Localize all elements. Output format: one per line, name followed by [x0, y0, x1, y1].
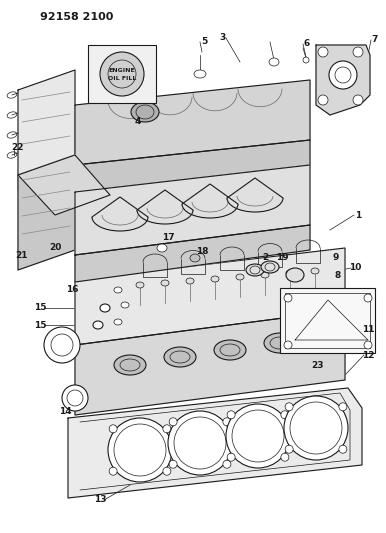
Ellipse shape	[186, 278, 194, 284]
Circle shape	[285, 445, 293, 453]
Ellipse shape	[100, 304, 110, 312]
Polygon shape	[18, 70, 75, 190]
Circle shape	[353, 95, 363, 105]
Text: 13: 13	[94, 496, 106, 505]
Text: 5: 5	[201, 37, 207, 46]
Text: 14: 14	[59, 408, 71, 416]
Text: 18: 18	[196, 247, 208, 256]
Text: 23: 23	[312, 360, 324, 369]
Bar	[285, 293, 370, 348]
Circle shape	[281, 453, 289, 461]
Polygon shape	[75, 165, 310, 255]
Ellipse shape	[114, 319, 122, 325]
Circle shape	[44, 327, 80, 363]
Polygon shape	[75, 80, 310, 165]
Ellipse shape	[286, 268, 304, 282]
Text: OIL FILL: OIL FILL	[108, 76, 136, 80]
Text: 92158 2100: 92158 2100	[40, 12, 113, 22]
Ellipse shape	[214, 340, 246, 360]
Circle shape	[109, 467, 117, 475]
Polygon shape	[75, 310, 345, 415]
Text: 6: 6	[304, 39, 310, 49]
Circle shape	[108, 418, 172, 482]
Polygon shape	[75, 225, 310, 282]
Ellipse shape	[311, 268, 319, 274]
Text: 8: 8	[335, 271, 341, 279]
Circle shape	[163, 467, 171, 475]
Text: 20: 20	[49, 244, 61, 253]
Ellipse shape	[114, 287, 122, 293]
Text: 16: 16	[66, 286, 78, 295]
Ellipse shape	[236, 274, 244, 280]
Ellipse shape	[114, 355, 146, 375]
Circle shape	[223, 460, 231, 468]
Ellipse shape	[93, 321, 103, 329]
Ellipse shape	[121, 302, 129, 308]
Ellipse shape	[264, 333, 296, 353]
Circle shape	[163, 425, 171, 433]
Text: 19: 19	[276, 254, 288, 262]
Polygon shape	[75, 140, 310, 192]
Ellipse shape	[131, 102, 159, 122]
Circle shape	[364, 341, 372, 349]
Ellipse shape	[194, 70, 206, 78]
Circle shape	[227, 411, 235, 419]
Text: 7: 7	[372, 36, 378, 44]
Circle shape	[109, 425, 117, 433]
Circle shape	[100, 52, 144, 96]
Ellipse shape	[286, 270, 294, 276]
Text: 9: 9	[333, 254, 339, 262]
Circle shape	[168, 411, 232, 475]
Text: 12: 12	[362, 351, 374, 359]
Text: 1: 1	[355, 211, 361, 220]
Circle shape	[284, 396, 348, 460]
Circle shape	[284, 294, 292, 302]
Text: 21: 21	[16, 251, 28, 260]
Ellipse shape	[211, 276, 219, 282]
Ellipse shape	[161, 280, 169, 286]
Text: 15: 15	[34, 320, 46, 329]
Text: 22: 22	[12, 143, 24, 152]
Circle shape	[329, 61, 357, 89]
Polygon shape	[18, 155, 110, 215]
Circle shape	[318, 47, 328, 57]
Text: 10: 10	[349, 263, 361, 272]
Circle shape	[169, 418, 177, 426]
Text: ENGINE: ENGINE	[108, 68, 135, 72]
Text: 3: 3	[219, 34, 225, 43]
Circle shape	[223, 418, 231, 426]
Text: 4: 4	[135, 117, 141, 126]
Text: 2: 2	[262, 254, 268, 262]
Bar	[88, 45, 156, 103]
Polygon shape	[75, 248, 345, 345]
Circle shape	[339, 445, 347, 453]
Text: 17: 17	[162, 233, 174, 243]
Ellipse shape	[246, 264, 264, 276]
Polygon shape	[316, 45, 370, 115]
Ellipse shape	[164, 347, 196, 367]
Circle shape	[62, 385, 88, 411]
Text: 11: 11	[362, 326, 374, 335]
Circle shape	[285, 403, 293, 411]
Circle shape	[318, 95, 328, 105]
Ellipse shape	[190, 254, 200, 262]
Circle shape	[227, 453, 235, 461]
Ellipse shape	[303, 57, 309, 63]
Circle shape	[226, 404, 290, 468]
Circle shape	[353, 47, 363, 57]
Circle shape	[364, 294, 372, 302]
Polygon shape	[18, 155, 75, 270]
Ellipse shape	[261, 261, 279, 273]
Bar	[280, 288, 375, 353]
Circle shape	[284, 341, 292, 349]
Text: 15: 15	[34, 303, 46, 312]
Circle shape	[169, 460, 177, 468]
Ellipse shape	[136, 282, 144, 288]
Ellipse shape	[269, 58, 279, 66]
Polygon shape	[68, 388, 362, 498]
Ellipse shape	[261, 272, 269, 278]
Ellipse shape	[157, 244, 167, 252]
Circle shape	[281, 411, 289, 419]
Circle shape	[339, 403, 347, 411]
